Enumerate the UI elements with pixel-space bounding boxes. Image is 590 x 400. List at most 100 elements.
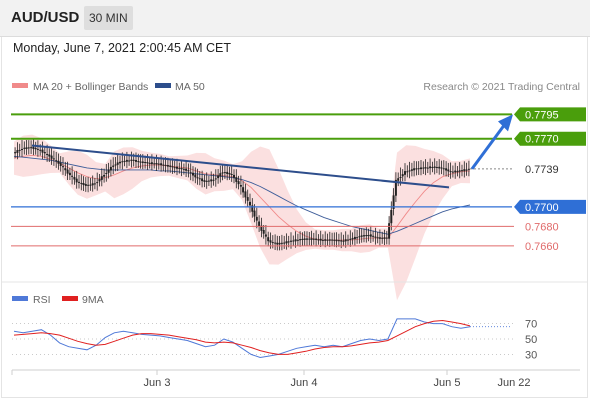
timeframe-badge[interactable]: 30 MIN	[84, 6, 133, 30]
candle-body	[43, 152, 46, 154]
candle-body	[290, 240, 292, 242]
candle-body	[262, 230, 265, 234]
candle-body	[244, 191, 247, 198]
candle-body	[328, 239, 331, 241]
candle-body	[292, 240, 295, 242]
level-tag	[514, 107, 586, 122]
legend-ma50-swatch	[155, 83, 171, 88]
candle-body	[109, 166, 112, 171]
candle-body	[267, 237, 270, 242]
candle-body	[171, 166, 174, 168]
candle-body	[14, 152, 17, 154]
candle-body	[401, 174, 404, 177]
candle-body	[461, 170, 463, 172]
candle-body	[269, 240, 272, 243]
candle-body	[217, 175, 220, 179]
chart-frame	[1, 37, 588, 398]
candle-body	[404, 171, 406, 175]
candle-body	[146, 162, 149, 164]
x-tick-label: Jun 5	[434, 377, 461, 389]
x-tick-label: Jun 3	[144, 377, 171, 389]
candle-body	[62, 166, 64, 168]
candle-body	[246, 197, 249, 201]
candle-body	[235, 177, 238, 182]
candle-body	[112, 165, 115, 167]
candle-body	[431, 167, 434, 168]
ma20-line	[13, 154, 471, 241]
level-text: 0.7680	[525, 221, 559, 233]
candle-body	[353, 236, 356, 240]
candle-body	[324, 239, 327, 241]
candle-body	[445, 168, 448, 171]
level-label-0.7680: 0.7680	[525, 221, 559, 233]
legend-rsi-label: RSI	[33, 294, 51, 306]
candle-body	[34, 147, 37, 150]
candle-body	[394, 179, 397, 196]
candle-body	[176, 166, 178, 169]
level-text: 0.7770	[525, 134, 559, 146]
candle-body	[144, 162, 147, 163]
candle-body	[141, 161, 144, 163]
candle-body	[255, 216, 258, 221]
candle-body	[358, 236, 361, 238]
candle-body	[317, 239, 320, 241]
candle-body	[463, 169, 466, 172]
candle-body	[397, 178, 400, 181]
candle-body	[349, 238, 352, 240]
candle-body	[107, 169, 110, 173]
candle-body	[194, 174, 197, 178]
candle-body	[150, 162, 153, 165]
candle-body	[360, 235, 363, 237]
candle-body	[340, 240, 343, 242]
level-text: 0.7700	[525, 202, 559, 214]
candle-body	[103, 175, 106, 177]
price-panel	[13, 134, 471, 301]
candle-body	[429, 166, 432, 169]
current-price-label: 0.7739	[514, 161, 586, 176]
candle-body	[201, 178, 204, 182]
candle-body	[148, 162, 151, 164]
candle-body	[456, 171, 459, 173]
candle-body	[308, 238, 311, 240]
candle-body	[205, 180, 208, 182]
rsi-panel: 70 50 30	[12, 318, 537, 361]
candle-body	[454, 170, 457, 173]
candle-body	[399, 177, 402, 178]
candle-body	[125, 159, 128, 162]
candle-body	[406, 171, 409, 173]
candle-body	[210, 179, 213, 182]
candle-body	[78, 181, 80, 183]
candle-body	[417, 168, 420, 170]
projection-arrowhead	[498, 114, 513, 132]
candle-body	[189, 172, 192, 174]
candle-body	[374, 236, 377, 238]
candle-body	[153, 163, 156, 165]
candle-body	[326, 239, 329, 241]
candle-body	[214, 178, 217, 180]
candle-body	[64, 168, 67, 171]
candle-body	[25, 147, 28, 149]
level-tag	[514, 199, 586, 214]
candle-body	[301, 238, 304, 240]
credit-text: Research © 2021 Trading Central	[423, 81, 580, 93]
candle-body	[410, 169, 413, 171]
candle-body	[447, 169, 450, 172]
rsi-tick-label: 30	[525, 349, 537, 361]
candle-body	[242, 187, 245, 193]
candle-body	[226, 171, 229, 174]
current-price-text: 0.7739	[525, 164, 559, 176]
candle-body	[66, 169, 69, 174]
candle-body	[137, 161, 140, 163]
candle-body	[98, 179, 101, 182]
candle-body	[351, 238, 354, 240]
candle-body	[237, 181, 240, 185]
legend-rsi-swatch	[12, 296, 28, 301]
rsi-ma-line	[13, 319, 471, 355]
candle-body	[253, 210, 256, 217]
candle-body	[347, 239, 349, 241]
legend-ma50-label: MA 50	[175, 81, 205, 93]
candle-body	[310, 238, 313, 240]
candle-body	[344, 239, 347, 242]
candle-body	[221, 172, 224, 174]
candle-body	[219, 173, 222, 177]
